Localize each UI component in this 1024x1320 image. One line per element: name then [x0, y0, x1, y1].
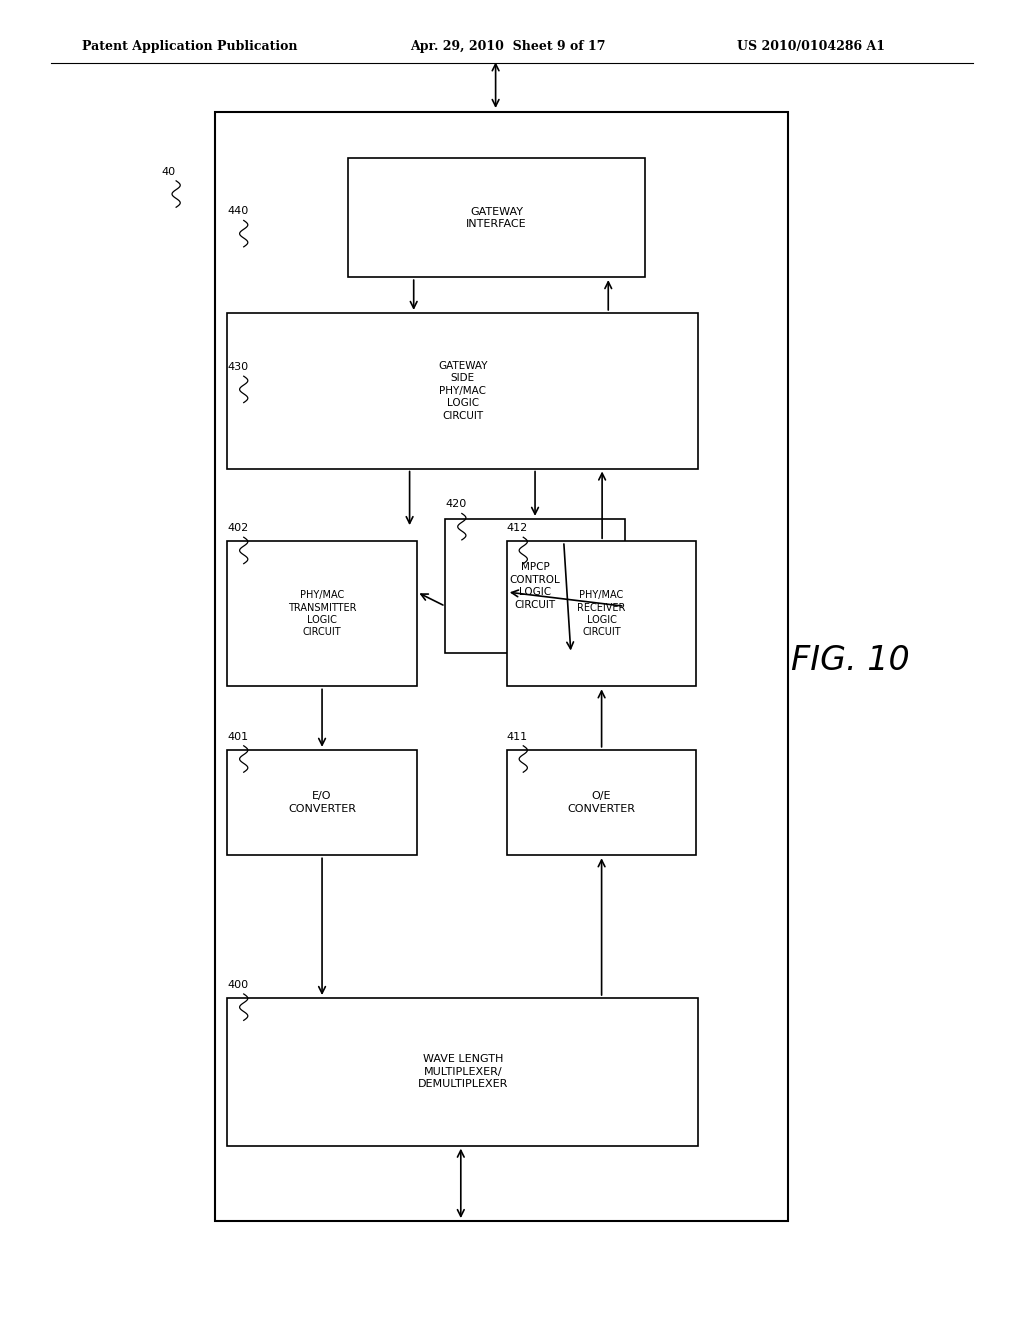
Bar — [215, 112, 788, 1221]
Text: GATEWAY
INTERFACE: GATEWAY INTERFACE — [466, 207, 527, 228]
Text: PHY/MAC
TRANSMITTER
LOGIC
CIRCUIT: PHY/MAC TRANSMITTER LOGIC CIRCUIT — [288, 590, 356, 638]
Text: O/E
CONVERTER: O/E CONVERTER — [567, 792, 636, 813]
Text: GATEWAY
SIDE
PHY/MAC
LOGIC
CIRCUIT: GATEWAY SIDE PHY/MAC LOGIC CIRCUIT — [438, 360, 487, 421]
Text: 420: 420 — [445, 499, 467, 510]
Text: US 2010/0104286 A1: US 2010/0104286 A1 — [737, 40, 886, 53]
Bar — [227, 541, 417, 686]
Text: 401: 401 — [227, 731, 249, 742]
Text: 40: 40 — [162, 166, 176, 177]
Bar — [227, 313, 698, 469]
Bar — [507, 750, 696, 855]
Text: PHY/MAC
RECEIVER
LOGIC
CIRCUIT: PHY/MAC RECEIVER LOGIC CIRCUIT — [578, 590, 626, 638]
Bar — [227, 750, 417, 855]
Text: 400: 400 — [227, 979, 249, 990]
Text: 440: 440 — [227, 206, 249, 216]
Text: MPCP
CONTROL
LOGIC
CIRCUIT: MPCP CONTROL LOGIC CIRCUIT — [510, 562, 560, 610]
Text: Patent Application Publication: Patent Application Publication — [82, 40, 297, 53]
Text: E/O
CONVERTER: E/O CONVERTER — [288, 792, 356, 813]
Text: WAVE LENGTH
MULTIPLEXER/
DEMULTIPLEXER: WAVE LENGTH MULTIPLEXER/ DEMULTIPLEXER — [418, 1055, 508, 1089]
Text: FIG. 10: FIG. 10 — [791, 644, 909, 676]
Text: 402: 402 — [227, 523, 249, 533]
Bar — [227, 998, 698, 1146]
Text: 430: 430 — [227, 362, 249, 372]
Text: Apr. 29, 2010  Sheet 9 of 17: Apr. 29, 2010 Sheet 9 of 17 — [410, 40, 605, 53]
Bar — [348, 158, 645, 277]
Bar — [507, 541, 696, 686]
Text: 412: 412 — [507, 523, 528, 533]
Bar — [445, 519, 625, 653]
Text: 411: 411 — [507, 731, 528, 742]
